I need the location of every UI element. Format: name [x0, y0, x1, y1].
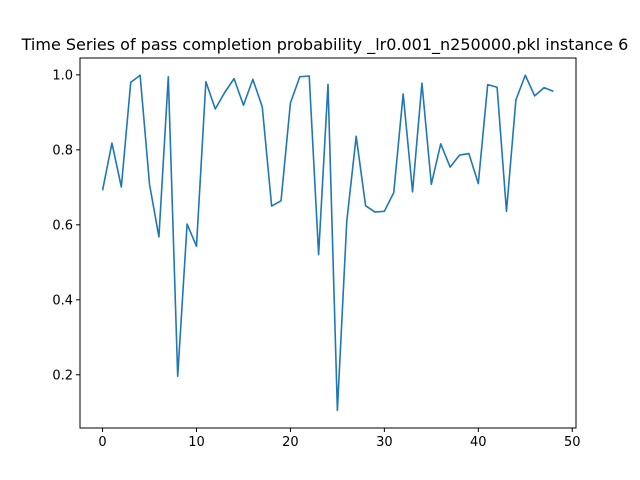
y-tick-label: 0.2 — [52, 368, 73, 383]
y-tick-label: 0.4 — [52, 293, 73, 308]
x-tick-label: 20 — [282, 435, 299, 450]
plot-frame — [79, 57, 577, 429]
y-tick-label: 0.6 — [52, 218, 73, 233]
x-axis: 0 10 20 30 40 50 — [98, 428, 581, 450]
y-tick-label: 1.0 — [52, 68, 73, 83]
y-tick-label: 0.8 — [52, 143, 73, 158]
x-tick-label: 40 — [470, 435, 487, 450]
series-line-0 — [101, 74, 554, 412]
x-tick-label: 0 — [98, 435, 106, 450]
x-tick-label: 50 — [564, 435, 581, 450]
chart-title: Time Series of pass completion probabili… — [21, 35, 629, 55]
x-tick-label: 30 — [376, 435, 393, 450]
series-layer — [101, 74, 554, 412]
x-tick-label: 10 — [188, 435, 205, 450]
y-axis: 0.2 0.4 0.6 0.8 1.0 — [52, 68, 80, 383]
